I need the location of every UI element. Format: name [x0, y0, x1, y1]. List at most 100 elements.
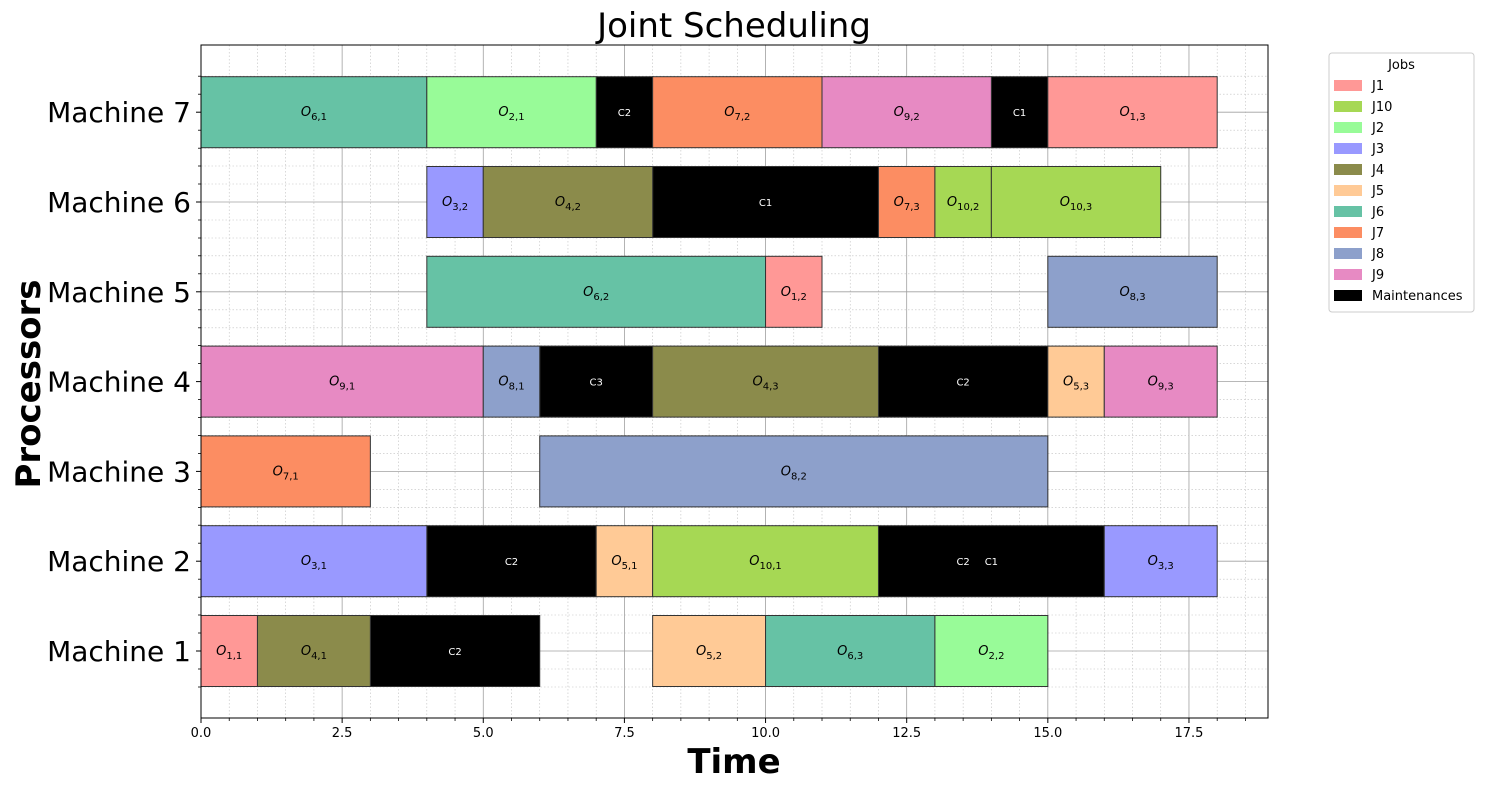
legend-swatch: [1334, 143, 1362, 154]
operation-bar: [652, 76, 823, 149]
operation-label: O6,2: [583, 285, 609, 303]
operation-bar: [765, 615, 936, 687]
operation-index: 2,2: [989, 651, 1005, 662]
legend-swatch: [1334, 269, 1362, 280]
legend-label: J5: [1371, 184, 1384, 199]
operation-index: 1,1: [226, 651, 242, 662]
operation-label: O5,3: [1063, 375, 1089, 393]
operation-bar: [426, 76, 597, 149]
operation-index: 8,1: [509, 382, 525, 393]
operation-label: O1,1: [216, 644, 242, 662]
operation-label: O7,1: [273, 464, 299, 482]
maintenance-label: C1: [985, 557, 998, 568]
operation-label: O6,1: [301, 105, 327, 123]
operation-label: O4,3: [752, 375, 778, 393]
x-tick-label: 0.0: [191, 726, 212, 741]
maintenance-label: C2: [956, 557, 969, 568]
maintenance-bar: [990, 76, 1049, 149]
y-tick-label: Machine 4: [47, 366, 191, 399]
operation-index: 5,3: [1073, 382, 1089, 393]
legend-title: Jobs: [1387, 58, 1415, 73]
y-tick-label: Machine 7: [47, 96, 191, 129]
operation-bar: [482, 166, 654, 238]
maintenance-bar: [369, 615, 541, 687]
x-tick-label: 10.0: [751, 726, 780, 741]
operation-label: O10,2: [947, 195, 980, 213]
y-axis: Machine 1 Machine 2 Machine 3 Machine 4 Mach…: [47, 75, 201, 688]
operation-index: 6,2: [593, 292, 609, 303]
x-tick-label: 5.0: [473, 726, 494, 741]
operation-bar: [482, 345, 541, 418]
x-tick-label: 17.5: [1174, 726, 1203, 741]
legend-label: Maintenances: [1372, 289, 1463, 304]
legend-label: J9: [1371, 268, 1384, 283]
operation-bar: [821, 76, 992, 149]
legend-label: J1: [1371, 79, 1384, 94]
operation-bar: [1103, 525, 1218, 598]
operation-bar: [539, 435, 1049, 508]
legend-label: J7: [1371, 226, 1384, 241]
operation-bar: [652, 615, 767, 687]
operation-index: 6,3: [847, 651, 863, 662]
operation-index: 3,1: [311, 561, 327, 572]
maintenance-label: C2: [448, 647, 461, 658]
legend-label: J4: [1371, 163, 1384, 178]
operation-index: 8,2: [791, 471, 807, 482]
operation-bar: [652, 525, 879, 598]
operation-index: 6,1: [311, 112, 327, 123]
operation-label: O7,2: [724, 105, 750, 123]
operation-label: O10,3: [1060, 195, 1093, 213]
operation-label: O3,2: [442, 195, 468, 213]
operation-index: 1,2: [791, 292, 807, 303]
y-tick-label: Machine 2: [47, 545, 191, 578]
legend-swatch: [1334, 206, 1362, 217]
x-axis-label: Time: [687, 742, 780, 782]
operation-bar: [256, 615, 371, 687]
operation-bar: [595, 525, 654, 598]
maintenance-label: C1: [759, 198, 772, 209]
y-tick-label: Machine 3: [47, 455, 191, 488]
operation-index: 2,1: [509, 112, 525, 123]
legend-swatch: [1334, 227, 1362, 238]
legend-label: J6: [1371, 205, 1384, 220]
operation-bar: [652, 345, 879, 418]
operation-bar: [200, 525, 428, 598]
x-axis: 0.0 2.5 5.0 7.5 10.0 12.5 15.0 17.5: [191, 718, 1246, 741]
operation-index: 4,3: [763, 382, 779, 393]
operation-bar: [1047, 76, 1218, 149]
operation-index: 10,1: [760, 561, 782, 572]
operation-bar: [200, 435, 371, 508]
legend-swatch: [1334, 248, 1362, 259]
operation-bar: [426, 255, 767, 328]
legend-swatch: [1334, 122, 1362, 133]
y-tick-label: Machine 5: [47, 276, 191, 309]
operation-label: O9,3: [1148, 375, 1174, 393]
legend-label: J8: [1371, 247, 1384, 262]
operation-bar: [1047, 255, 1218, 328]
maintenance-label: C2: [505, 557, 518, 568]
operation-label: O6,3: [837, 644, 863, 662]
operation-index: 3,3: [1158, 561, 1174, 572]
operation-label: O2,2: [978, 644, 1004, 662]
operation-index: 5,1: [622, 561, 638, 572]
operation-index: 1,3: [1130, 112, 1146, 123]
operation-label: O3,3: [1148, 554, 1174, 572]
x-tick-label: 15.0: [1033, 726, 1062, 741]
legend-label: J3: [1371, 142, 1384, 157]
legend-swatch: [1334, 164, 1362, 175]
operation-index: 3,2: [452, 202, 468, 213]
operation-index: 8,3: [1130, 292, 1146, 303]
operation-index: 7,1: [283, 471, 299, 482]
maintenance-label: C1: [1013, 108, 1026, 119]
operation-label: O1,3: [1119, 105, 1145, 123]
operation-bar: [990, 166, 1162, 238]
maintenance-label: C3: [590, 378, 603, 389]
operation-bar: [1103, 345, 1218, 418]
operation-index: 9,3: [1158, 382, 1174, 393]
maintenance-bar: [539, 345, 654, 418]
legend-label: J10: [1371, 100, 1392, 115]
operation-label: O8,3: [1119, 285, 1145, 303]
x-tick-label: 7.5: [614, 726, 635, 741]
